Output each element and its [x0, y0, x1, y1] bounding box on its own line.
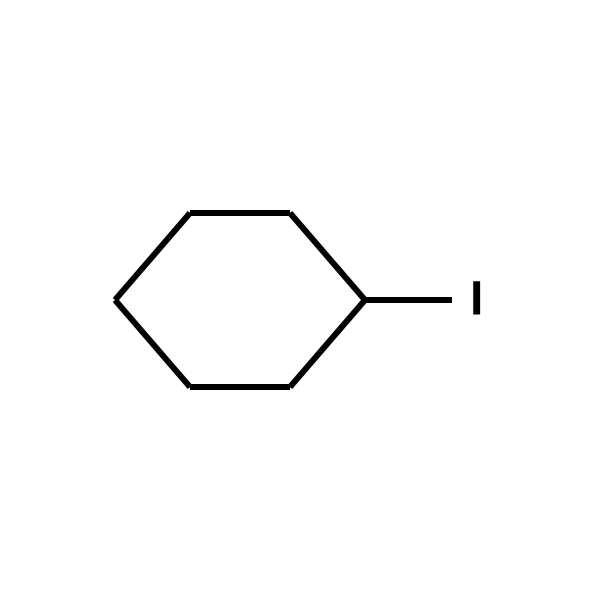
bond-C3-C4 [115, 213, 190, 300]
bonds-group [115, 213, 452, 387]
molecule-diagram: I [0, 0, 600, 600]
bond-C6-C1 [290, 300, 365, 387]
atom-label-I: I [470, 273, 483, 326]
bond-C1-C2 [290, 213, 365, 300]
bond-C4-C5 [115, 300, 190, 387]
atom-labels-group: I [470, 273, 483, 326]
